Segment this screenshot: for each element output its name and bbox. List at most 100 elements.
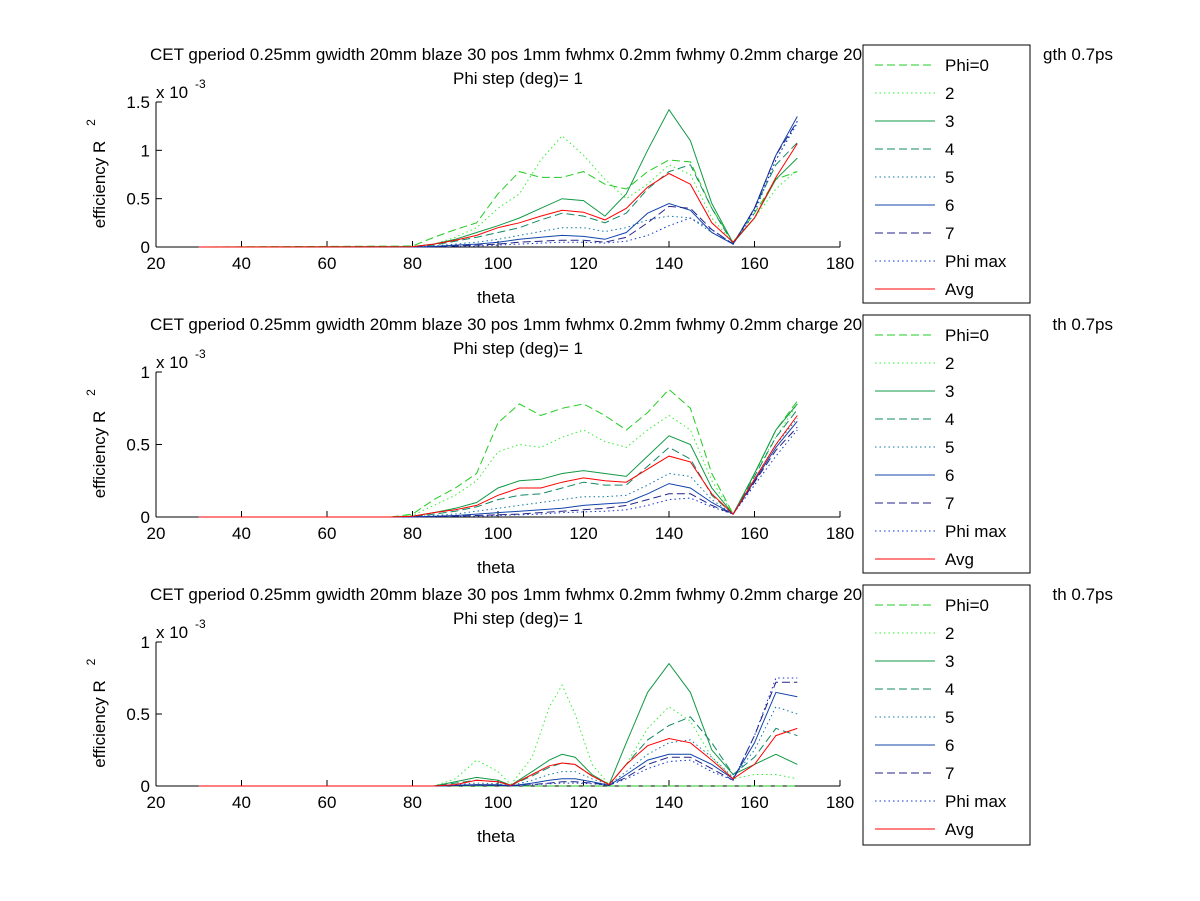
series-line-4 <box>198 409 798 518</box>
series-line-9 <box>198 415 798 518</box>
plot-title: CET gperiod 0.25mm gwidth 20mm blaze 30 … <box>150 45 862 64</box>
legend-label: 2 <box>945 624 954 643</box>
x-tick-label: 160 <box>740 254 768 273</box>
legend: Phi=0 2 3 4 5 6 7 Phi max Avg <box>862 584 1031 846</box>
plot-subtitle: Phi step (deg)= 1 <box>453 339 583 358</box>
legend-label: 7 <box>945 764 954 783</box>
x-tick-label: 80 <box>403 524 422 543</box>
legend-label: 4 <box>945 680 954 699</box>
legend-box <box>862 44 1031 304</box>
y-tick-label: 1 <box>141 141 150 160</box>
legend-label: 2 <box>945 84 954 103</box>
x-tick-label: 180 <box>826 524 854 543</box>
subplot-3: CET gperiod 0.25mm gwidth 20mm blaze 30 … <box>84 584 1114 846</box>
x-tick-label: 140 <box>655 793 683 812</box>
y-axis-label: efficiency R <box>90 680 109 768</box>
series-line-8 <box>198 677 798 787</box>
y-axis-label: efficiency R <box>90 411 109 499</box>
x-tick-label: 160 <box>740 524 768 543</box>
series-line-1 <box>198 159 798 248</box>
legend-label: 2 <box>945 354 954 373</box>
legend-label: Avg <box>945 280 974 299</box>
series-line-2 <box>198 684 798 787</box>
x-axis-label: theta <box>477 288 515 307</box>
legend-label: 6 <box>945 196 954 215</box>
plot-title-tail: th 0.7ps <box>1053 585 1114 604</box>
y-exponent-sup: -3 <box>195 617 206 631</box>
y-tick-label: 0 <box>141 508 150 527</box>
legend-label: 5 <box>945 438 954 457</box>
y-tick-label: 1 <box>141 633 150 652</box>
y-axis-label: efficiency R <box>90 141 109 229</box>
legend-label: Avg <box>945 550 974 569</box>
series-line-6 <box>198 420 798 518</box>
y-tick-label: 0.5 <box>126 436 150 455</box>
y-exponent-sup: -3 <box>195 77 206 91</box>
x-tick-label: 40 <box>232 793 251 812</box>
plot-title-tail: gth 0.7ps <box>1043 45 1113 64</box>
legend-label: 4 <box>945 140 954 159</box>
series-line-8 <box>198 429 798 518</box>
x-tick-label: 180 <box>826 254 854 273</box>
x-tick-label: 160 <box>740 793 768 812</box>
series-line-5 <box>198 418 798 518</box>
series-line-4 <box>198 716 798 787</box>
legend-label: 4 <box>945 410 954 429</box>
y-exponent-label: x 10 <box>156 83 188 102</box>
legend-label: Phi=0 <box>945 326 989 345</box>
series-line-7 <box>198 121 798 248</box>
x-tick-label: 120 <box>569 524 597 543</box>
x-tick-label: 100 <box>484 524 512 543</box>
series-line-3 <box>198 662 798 787</box>
y-tick-label: 0 <box>141 777 150 796</box>
y-tick-label: 0 <box>141 238 150 257</box>
legend-label: 5 <box>945 708 954 727</box>
x-tick-label: 140 <box>655 524 683 543</box>
x-tick-label: 40 <box>232 254 251 273</box>
y-exponent-label: x 10 <box>156 623 188 642</box>
x-axis-label: theta <box>477 558 515 577</box>
legend-label: Phi max <box>945 792 1007 811</box>
series-line-1 <box>198 388 798 518</box>
legend: Phi=0 2 3 4 5 6 7 Phi max Avg <box>862 314 1031 574</box>
legend-label: 6 <box>945 466 954 485</box>
x-tick-label: 20 <box>147 254 166 273</box>
legend-label: 3 <box>945 112 954 131</box>
x-tick-label: 100 <box>484 254 512 273</box>
x-tick-label: 100 <box>484 793 512 812</box>
series-line-3 <box>198 108 798 248</box>
plot-title: CET gperiod 0.25mm gwidth 20mm blaze 30 … <box>150 315 862 334</box>
legend-label: 7 <box>945 494 954 513</box>
x-tick-label: 60 <box>318 254 337 273</box>
legend-box <box>862 314 1031 574</box>
y-exponent-label: x 10 <box>156 353 188 372</box>
x-tick-label: 120 <box>569 254 597 273</box>
x-tick-label: 140 <box>655 254 683 273</box>
y-tick-label: 1.5 <box>126 93 150 112</box>
legend: Phi=0 2 3 4 5 6 7 Phi max Avg <box>862 44 1031 304</box>
series-line-5 <box>198 706 798 787</box>
x-tick-label: 180 <box>826 793 854 812</box>
y-tick-label: 0.5 <box>126 190 150 209</box>
subplot-1: CET gperiod 0.25mm gwidth 20mm blaze 30 … <box>84 44 1113 307</box>
x-tick-label: 40 <box>232 524 251 543</box>
x-tick-label: 20 <box>147 524 166 543</box>
legend-label: Phi max <box>945 252 1007 271</box>
series-line-7 <box>198 426 798 518</box>
x-tick-label: 60 <box>318 793 337 812</box>
x-tick-label: 20 <box>147 793 166 812</box>
series-line-4 <box>198 142 798 248</box>
series-line-5 <box>198 123 798 248</box>
x-tick-label: 80 <box>403 254 422 273</box>
series-line-7 <box>198 681 798 787</box>
y-axis-label-sup: 2 <box>84 119 98 126</box>
series-line-2 <box>198 135 798 248</box>
plot-title: CET gperiod 0.25mm gwidth 20mm blaze 30 … <box>150 585 862 604</box>
legend-label: Phi max <box>945 522 1007 541</box>
series-line-6 <box>198 691 798 787</box>
plot-title-tail: th 0.7ps <box>1053 315 1114 334</box>
plot-subtitle: Phi step (deg)= 1 <box>453 609 583 628</box>
legend-label: 3 <box>945 382 954 401</box>
legend-label: 3 <box>945 652 954 671</box>
